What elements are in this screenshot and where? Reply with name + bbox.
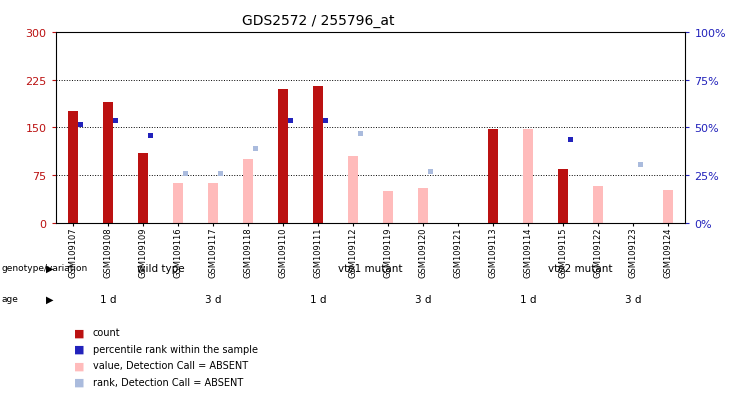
Text: 3 d: 3 d [415, 294, 431, 304]
Bar [103, 103, 113, 223]
Text: 3 d: 3 d [205, 294, 222, 304]
Text: rank, Detection Call = ABSENT: rank, Detection Call = ABSENT [93, 377, 243, 387]
Text: vte1 mutant: vte1 mutant [338, 263, 403, 273]
Text: wild type: wild type [137, 263, 185, 273]
Bar [253, 147, 258, 152]
Bar [348, 157, 358, 223]
Text: ■: ■ [74, 328, 84, 337]
Bar [183, 172, 187, 177]
Bar [113, 119, 118, 123]
Text: percentile rank within the sample: percentile rank within the sample [93, 344, 258, 354]
Bar [313, 87, 323, 223]
Text: 1 d: 1 d [100, 294, 116, 304]
Text: 1 d: 1 d [519, 294, 536, 304]
Bar [663, 190, 673, 223]
Bar [568, 138, 573, 142]
Text: ▶: ▶ [46, 294, 53, 304]
Bar [278, 90, 288, 223]
Bar [288, 119, 293, 123]
Bar [638, 162, 642, 167]
Bar [138, 153, 148, 223]
Bar [383, 191, 393, 223]
Bar [428, 170, 433, 175]
Text: ■: ■ [74, 361, 84, 370]
Bar [523, 129, 533, 223]
Text: GDS2572 / 255796_at: GDS2572 / 255796_at [242, 14, 395, 28]
Text: 3 d: 3 d [625, 294, 641, 304]
Bar [418, 188, 428, 223]
Text: genotype/variation: genotype/variation [1, 263, 87, 273]
Text: count: count [93, 328, 120, 337]
Text: age: age [1, 294, 19, 304]
Text: 1 d: 1 d [310, 294, 326, 304]
Text: ■: ■ [74, 377, 84, 387]
Bar [488, 129, 498, 223]
Bar [68, 112, 78, 223]
Bar [173, 184, 183, 223]
Bar [243, 160, 253, 223]
Text: value, Detection Call = ABSENT: value, Detection Call = ABSENT [93, 361, 247, 370]
Text: ▶: ▶ [46, 263, 53, 273]
Bar [78, 122, 83, 127]
Bar [218, 172, 223, 177]
Text: ■: ■ [74, 344, 84, 354]
Text: vte2 mutant: vte2 mutant [548, 263, 613, 273]
Bar [358, 132, 363, 137]
Bar [323, 119, 328, 123]
Bar [208, 184, 218, 223]
Bar [593, 186, 603, 223]
Bar [148, 134, 153, 139]
Bar [558, 169, 568, 223]
